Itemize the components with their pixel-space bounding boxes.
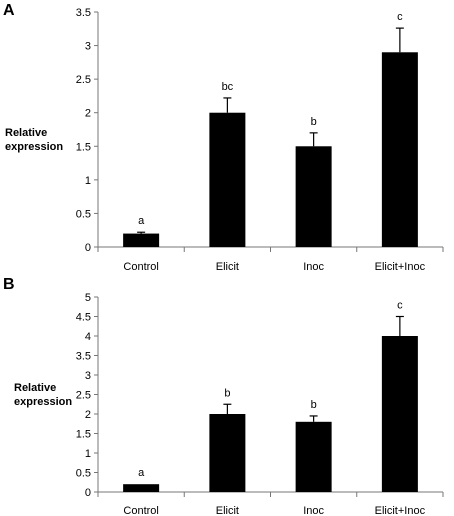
- y-tick-label: 0: [85, 487, 91, 499]
- panel-letter: B: [3, 276, 15, 293]
- y-axis-label: Relative expression: [14, 382, 72, 408]
- x-tick-label: Inoc: [303, 505, 324, 516]
- y-tick-label: 4: [85, 331, 91, 343]
- bar-control: [123, 484, 160, 492]
- y-axis-label-line: Relative: [14, 382, 56, 394]
- y-tick-label: 2: [85, 108, 91, 120]
- bar-elicit: [209, 414, 246, 492]
- y-tick-label: 2.5: [76, 390, 91, 402]
- y-tick-label: 3.5: [76, 351, 91, 363]
- y-tick-label: 3: [85, 41, 91, 53]
- y-tick-label: 3.5: [76, 7, 91, 19]
- y-axis-label-line: Relative: [5, 127, 47, 139]
- y-tick-label: 1.5: [76, 429, 91, 441]
- panel-letter: A: [3, 2, 15, 19]
- x-tick-label: Control: [123, 505, 158, 516]
- significance-label: bc: [222, 81, 234, 93]
- y-tick-label: 0.5: [76, 208, 91, 220]
- y-tick-label: 1: [85, 175, 91, 187]
- y-axis-label: Relative expression: [5, 127, 63, 153]
- y-axis-label-line: expression: [14, 396, 72, 408]
- y-axis-label-line: expression: [5, 141, 63, 153]
- chart-panel-b: B Relative expression 0 0.5 1 1.5 2 2.5 3 3.5 4 4.5 5…: [3, 276, 444, 516]
- x-tick-label: Elicit: [216, 261, 239, 273]
- y-tick-label: 4.5: [76, 312, 91, 324]
- bar-control: [123, 233, 160, 247]
- y-tick-label: 5: [85, 292, 91, 304]
- y-tick-label: 0: [85, 242, 91, 254]
- y-tick-label: 3: [85, 370, 91, 382]
- significance-label: b: [311, 399, 317, 411]
- bar-elicit-inoc: [381, 52, 418, 248]
- y-tick-label: 2.5: [76, 74, 91, 86]
- significance-label: b: [311, 116, 317, 128]
- chart-panel-a: A Relative expression 0 0.5 1 1.5 2 2.5 3 3.5 a Cont…: [3, 2, 444, 273]
- significance-label: b: [224, 387, 230, 399]
- significance-label: c: [397, 11, 403, 23]
- significance-label: a: [138, 467, 145, 479]
- y-tick-label: 2: [85, 409, 91, 421]
- x-tick-label: Elicit+Inoc: [375, 261, 426, 273]
- bar-elicit-inoc: [381, 336, 418, 492]
- x-tick-label: Elicit: [216, 505, 239, 516]
- bar-inoc: [295, 146, 332, 247]
- x-tick-label: Control: [123, 261, 158, 273]
- bar-inoc: [295, 421, 332, 492]
- bar-elicit: [209, 112, 246, 247]
- significance-label: a: [138, 215, 145, 227]
- significance-label: c: [397, 300, 403, 312]
- y-tick-label: 1.5: [76, 141, 91, 153]
- x-tick-label: Elicit+Inoc: [375, 505, 426, 516]
- y-tick-label: 0.5: [76, 468, 91, 480]
- y-tick-label: 1: [85, 448, 91, 460]
- x-tick-label: Inoc: [303, 261, 324, 273]
